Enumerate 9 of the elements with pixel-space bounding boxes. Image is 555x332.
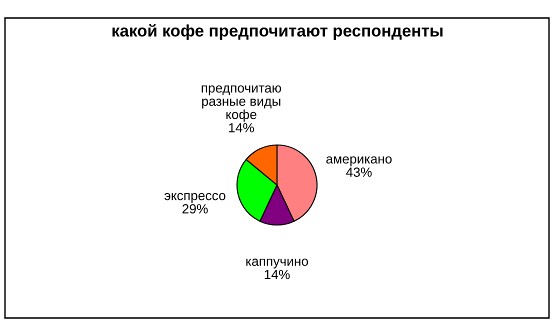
data-label: 14% [264, 270, 290, 280]
data-label: 43% [346, 168, 372, 177]
slice-label: предпочитаю разные виды кофе [202, 85, 282, 122]
chart-title: какой кофе предпочитают респонденты [112, 24, 443, 40]
slice-label: американо [326, 156, 392, 166]
data-label: 14% [229, 123, 254, 132]
slice-label: экспрессо [164, 193, 226, 203]
slice-label: каппучино [246, 258, 308, 269]
data-label: 29% [182, 204, 208, 214]
